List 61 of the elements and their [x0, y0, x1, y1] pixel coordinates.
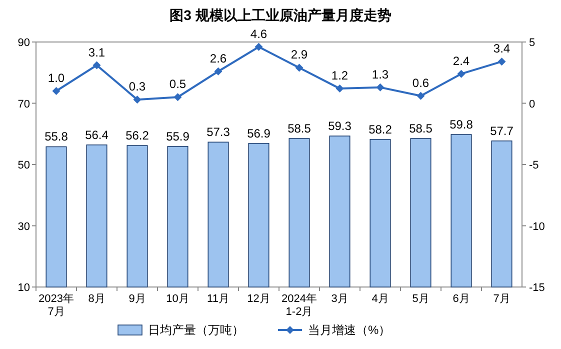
x-tick-label: 3月: [331, 293, 348, 305]
point: [498, 58, 506, 66]
point: [174, 93, 182, 102]
point: [416, 92, 425, 100]
point: [214, 67, 222, 76]
legend-label: 当月增速（%）: [308, 323, 391, 337]
x-tick-label: 2023年 7月: [38, 293, 74, 318]
point: [336, 84, 344, 93]
data-label: 1.2: [331, 68, 348, 83]
x-tick-label: 9月: [128, 293, 146, 305]
data-label: 55.9: [166, 129, 190, 144]
data-label: 56.9: [247, 126, 271, 140]
data-label: 1.0: [48, 71, 65, 85]
data-label: 59.3: [328, 119, 352, 134]
data-label: 2.6: [210, 51, 227, 66]
data-label: 4.6: [250, 26, 268, 41]
data-label: 56.4: [85, 128, 109, 142]
x-tick-label: 2024年 1-2月: [282, 293, 317, 318]
data-label: 58.5: [409, 121, 433, 136]
x-tick-label: 6月: [452, 293, 470, 305]
data-label: 3.4: [493, 42, 510, 56]
chart-title: 图3 规模以上工业原油产量月度走势: [170, 7, 392, 23]
data-label: 0.3: [128, 80, 146, 94]
y-tick-label: 70: [18, 98, 30, 110]
x-tick-label: 11月: [207, 293, 230, 305]
y-tick-label: 50: [18, 160, 30, 172]
x-tick-label: 10月: [166, 293, 190, 305]
y-tick-label: 30: [18, 220, 30, 233]
y-tick-label: 90: [18, 37, 30, 49]
data-label: 59.8: [450, 117, 474, 132]
y2-tick-label: -10: [529, 220, 545, 233]
data-label: 1.3: [372, 67, 389, 82]
data-label: 3.1: [88, 45, 106, 60]
x-tick-label: 8月: [88, 293, 106, 305]
y-tick-label: 10: [18, 282, 30, 294]
point: [376, 83, 384, 92]
y2-tick-label: 5: [529, 37, 536, 49]
point: [254, 42, 263, 51]
x-tick-label: 5月: [412, 293, 430, 305]
data-label: 57.7: [490, 124, 514, 138]
y2-tick-label: 0: [529, 98, 536, 110]
point: [133, 96, 142, 104]
data-label: 57.3: [206, 125, 230, 140]
point: [92, 61, 101, 70]
data-label: 56.2: [126, 128, 150, 143]
legend-label: 日均产量（万吨）: [148, 323, 244, 337]
data-label: 2.4: [452, 54, 470, 68]
point: [52, 87, 60, 95]
data-label: 58.2: [368, 122, 392, 136]
data-label: 0.5: [169, 77, 186, 92]
point: [295, 64, 304, 72]
y2-tick-label: -15: [529, 282, 545, 294]
data-label: 58.5: [288, 121, 312, 136]
y2-tick-label: -5: [529, 160, 539, 172]
data-label: 55.8: [44, 130, 68, 144]
x-tick-label: 4月: [372, 293, 389, 305]
data-label: 0.6: [412, 76, 430, 90]
x-tick-label: 12月: [247, 293, 270, 305]
x-tick-label: 7月: [493, 293, 510, 305]
point: [457, 70, 466, 78]
data-label: 2.9: [290, 48, 308, 62]
